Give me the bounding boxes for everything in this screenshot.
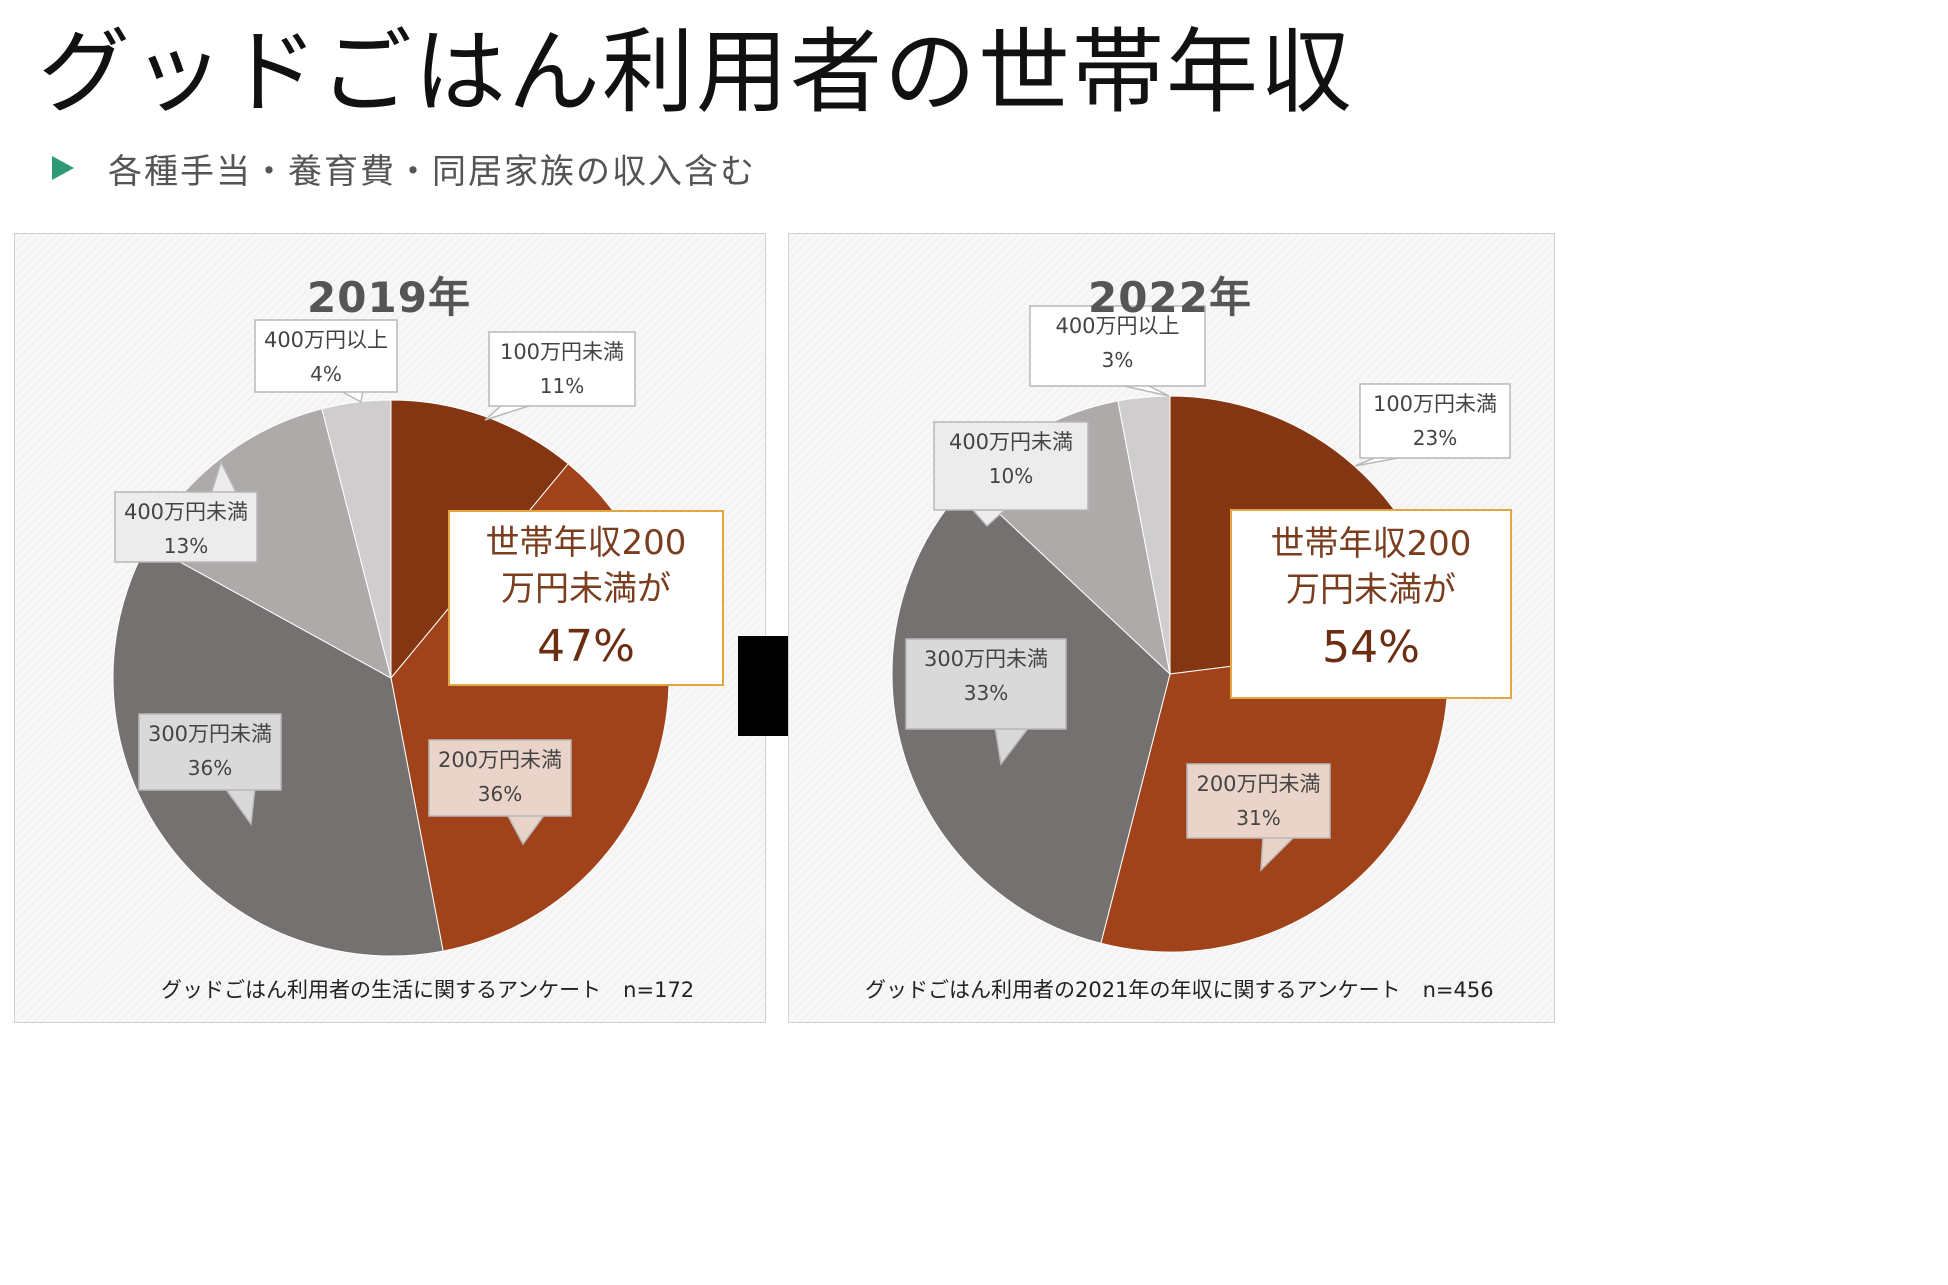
callout-box bbox=[1186, 763, 1331, 839]
callout-box bbox=[138, 713, 282, 791]
data-labels: 100万円未満 23% 200万円未満 31% 300万円未満 33% 400万円未満 10%… bbox=[905, 305, 1511, 872]
slice-category-label: 100万円未満 bbox=[500, 340, 624, 364]
page-title: グッドごはん利用者の世帯年収 bbox=[38, 19, 1355, 126]
pie-slice-over-400 bbox=[1117, 395, 1171, 675]
slice-category-label: 200万円未満 bbox=[1196, 772, 1320, 796]
slice-value-label: 10% bbox=[989, 464, 1033, 488]
callout-box bbox=[428, 739, 572, 817]
data-label-under-400: 400万円未満 13% bbox=[114, 460, 258, 563]
footnote-text: グッドごはん利用者の2021年の年収に関するアンケート bbox=[865, 978, 1401, 1002]
callout-box bbox=[933, 421, 1089, 511]
data-label-under-300: 300万円未満 36% bbox=[138, 713, 282, 827]
footnote-text: グッドごはん利用者の生活に関するアンケート bbox=[161, 978, 602, 1002]
callout-box bbox=[254, 319, 398, 393]
survey-footnote-2022: グッドごはん利用者の2021年の年収に関するアンケート n=456 bbox=[865, 974, 1494, 1004]
slice-category-label: 400万円以上 bbox=[1055, 314, 1179, 338]
pie-chart-2019: 100万円未満 11% 200万円未満 36% 300万円未満 36% 400万円未満 13%… bbox=[112, 319, 670, 957]
slice-value-label: 13% bbox=[164, 534, 208, 558]
survey-footnote-2019: グッドごはん利用者の生活に関するアンケート n=172 bbox=[161, 974, 694, 1004]
slice-value-label: 36% bbox=[478, 782, 522, 806]
callout-line1: 世帯年収200 bbox=[1270, 524, 1472, 564]
data-labels: 100万円未満 11% 200万円未満 36% 300万円未満 36% 400万円未満 13%… bbox=[114, 319, 636, 846]
slice-value-label: 36% bbox=[188, 756, 232, 780]
subtitle: 各種手当・養育費・同居家族の収入含む bbox=[108, 151, 756, 192]
slice-value-label: 3% bbox=[1102, 348, 1134, 372]
pie-slice-over-400 bbox=[321, 399, 392, 679]
data-label-over-400: 400万円以上 4% bbox=[254, 319, 398, 404]
slice-category-label: 200万円未満 bbox=[438, 748, 562, 772]
slice-value-label: 4% bbox=[310, 362, 342, 386]
callout-box bbox=[488, 331, 636, 407]
callout-line1: 世帯年収200 bbox=[485, 523, 687, 563]
callout-box bbox=[114, 491, 258, 563]
slice-value-label: 31% bbox=[1236, 806, 1280, 830]
slice-category-label: 400万円未満 bbox=[949, 430, 1073, 454]
callout-box bbox=[1029, 305, 1206, 387]
data-label-under-100: 100万円未満 23% bbox=[1354, 383, 1511, 467]
slice-value-label: 11% bbox=[540, 374, 584, 398]
slice-category-label: 400万円以上 bbox=[264, 328, 388, 352]
slice-category-label: 300万円未満 bbox=[148, 722, 272, 746]
callout-box bbox=[905, 638, 1067, 730]
slice-value-label: 23% bbox=[1413, 426, 1457, 450]
highlight-callout-2022: 世帯年収200 万円未満が 54% bbox=[1230, 509, 1512, 699]
subtitle-row: 各種手当・養育費・同居家族の収入含む bbox=[52, 140, 756, 196]
data-label-under-300: 300万円未満 33% bbox=[905, 638, 1067, 766]
chart-panel-2022: 100万円未満 23% 200万円未満 31% 300万円未満 33% 400万円未満 10%… bbox=[788, 233, 1555, 1023]
callout-line2: 万円未満が bbox=[1286, 570, 1456, 610]
data-label-under-200: 200万円未満 31% bbox=[1186, 763, 1331, 872]
slice-category-label: 100万円未満 bbox=[1373, 392, 1497, 416]
callout-line2: 万円未満が bbox=[501, 569, 671, 609]
data-label-under-100: 100万円未満 11% bbox=[484, 331, 636, 421]
sample-size: n=172 bbox=[623, 978, 695, 1002]
callout-value: 47% bbox=[537, 621, 635, 672]
chart-title-2022: 2022年 bbox=[1088, 273, 1252, 322]
bullet-triangle-icon bbox=[52, 156, 74, 180]
chart-title-2019: 2019年 bbox=[307, 273, 471, 322]
sample-size: n=456 bbox=[1422, 978, 1494, 1002]
data-label-under-200: 200万円未満 36% bbox=[428, 739, 572, 846]
data-label-over-400: 400万円以上 3% bbox=[1029, 305, 1206, 397]
slice-value-label: 33% bbox=[964, 681, 1008, 705]
slice-category-label: 300万円未満 bbox=[924, 647, 1048, 671]
slice-category-label: 400万円未満 bbox=[124, 500, 248, 524]
highlight-callout-2019: 世帯年収200 万円未満が 47% bbox=[448, 510, 724, 686]
callout-value: 54% bbox=[1322, 622, 1420, 673]
callout-box bbox=[1359, 383, 1511, 459]
data-label-under-400: 400万円未満 10% bbox=[933, 421, 1089, 528]
chart-panel-2019: 100万円未満 11% 200万円未満 36% 300万円未満 36% 400万円未満 13%… bbox=[14, 233, 766, 1023]
